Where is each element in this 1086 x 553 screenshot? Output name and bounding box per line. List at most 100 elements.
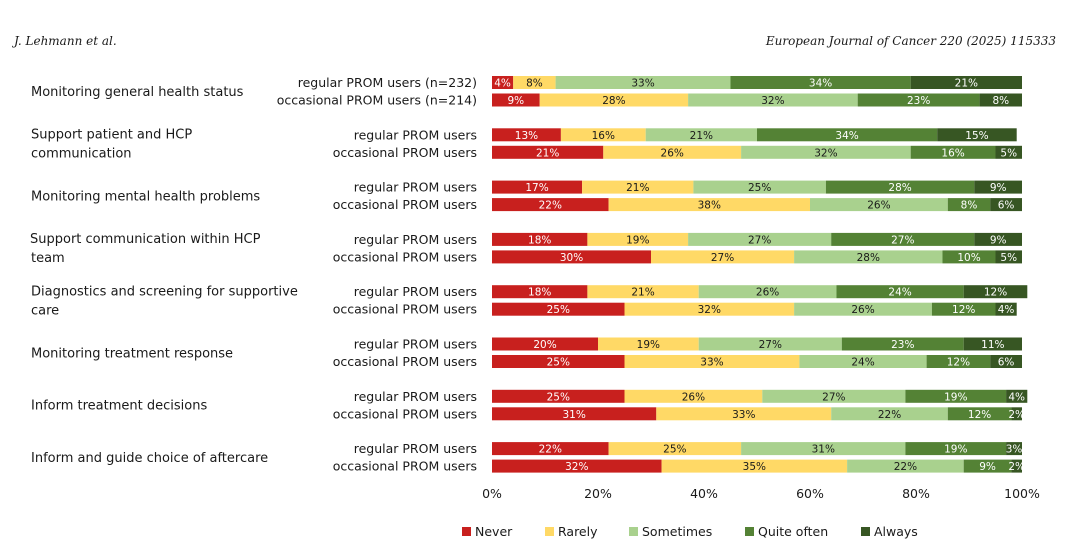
bar-segment <box>539 93 689 107</box>
group-label: occasional PROM users (n=214) <box>277 93 477 108</box>
bar-segment <box>492 180 583 194</box>
bar-segment <box>598 337 699 351</box>
data-label: 26% <box>851 304 874 316</box>
data-label: 32% <box>565 461 588 473</box>
bar-segment <box>492 355 625 368</box>
category-label: care <box>31 303 59 318</box>
data-label: 34% <box>835 130 858 142</box>
bar-segment <box>974 180 1022 194</box>
legend-swatch <box>745 527 754 536</box>
data-label: 17% <box>525 182 548 194</box>
data-label: 22% <box>539 444 562 456</box>
group-label: regular PROM users (n=232) <box>298 75 477 90</box>
bar-segment <box>492 285 588 299</box>
bar-segment <box>560 128 646 142</box>
bar-segment <box>963 337 1022 351</box>
data-label: 32% <box>761 95 784 107</box>
data-label: 26% <box>682 391 705 403</box>
bar-segment <box>1006 442 1022 456</box>
bar-segment <box>492 250 651 264</box>
bar-segment <box>492 407 657 421</box>
data-label: 8% <box>526 78 543 90</box>
group-label: occasional PROM users <box>333 145 477 160</box>
bar-segment <box>762 389 906 403</box>
bar-segment <box>995 145 1022 159</box>
data-label: 31% <box>562 409 585 421</box>
data-label: 27% <box>748 234 771 246</box>
data-label: 25% <box>663 444 686 456</box>
data-label: 16% <box>941 147 964 159</box>
bar-segment <box>831 407 948 421</box>
data-label: 28% <box>602 95 625 107</box>
bar-segment <box>582 180 694 194</box>
bar-segment <box>847 459 964 473</box>
header-journal: European Journal of Cancer 220 (2025) 11… <box>765 34 1056 48</box>
bar-segment <box>794 302 932 316</box>
x-tick-label: 20% <box>584 486 612 501</box>
bar-segment <box>688 232 832 246</box>
data-label: 12% <box>968 409 991 421</box>
bar-segment <box>492 389 625 403</box>
bar-segment <box>492 459 662 473</box>
data-label: 23% <box>907 95 930 107</box>
data-label: 13% <box>515 130 538 142</box>
data-label: 22% <box>539 200 562 212</box>
data-label: 25% <box>748 182 771 194</box>
data-label: 26% <box>756 287 779 299</box>
bar-segment <box>741 442 906 456</box>
data-label: 9% <box>979 461 996 473</box>
bar-segment <box>698 337 842 351</box>
data-label: 12% <box>984 287 1007 299</box>
bar-segment <box>492 442 609 456</box>
legend-label: Never <box>475 524 513 539</box>
bar-segment <box>492 128 561 142</box>
category-label: Support communication within HCP <box>30 232 261 247</box>
data-label: 21% <box>626 182 649 194</box>
bar-segment <box>624 389 763 403</box>
data-label: 26% <box>661 147 684 159</box>
data-label: 32% <box>698 304 721 316</box>
bar-segment <box>810 198 948 212</box>
bar-segment <box>931 302 996 316</box>
data-label: 2% <box>1008 409 1025 421</box>
category-label: Inform treatment decisions <box>31 399 207 414</box>
bar-segment <box>947 407 1012 421</box>
legend-label: Quite often <box>758 524 828 539</box>
bar-segment <box>1011 459 1022 473</box>
group-label: occasional PROM users <box>333 459 477 474</box>
bar-segment <box>492 93 540 107</box>
x-tick-label: 100% <box>1004 486 1040 501</box>
category-label: Inform and guide choice of aftercare <box>31 451 268 466</box>
bar-segment <box>492 145 604 159</box>
data-label: 28% <box>888 182 911 194</box>
data-label: 22% <box>894 461 917 473</box>
data-label: 11% <box>981 339 1004 351</box>
category-label: Monitoring treatment response <box>31 346 233 361</box>
category-label: Diagnostics and screening for supportive <box>31 284 298 299</box>
bar-segment <box>910 76 1022 89</box>
bar-segment <box>1006 389 1028 403</box>
data-label: 15% <box>965 130 988 142</box>
legend-swatch <box>629 527 638 536</box>
data-label: 31% <box>812 444 835 456</box>
bar-segment <box>947 198 991 212</box>
group-label: regular PROM users <box>354 180 477 195</box>
data-label: 9% <box>990 182 1007 194</box>
data-label: 19% <box>626 234 649 246</box>
data-label: 2% <box>1008 461 1025 473</box>
group-label: regular PROM users <box>354 441 477 456</box>
legend-label: Rarely <box>558 524 598 539</box>
group-label: regular PROM users <box>354 284 477 299</box>
bar-segment <box>841 337 964 351</box>
legend-swatch <box>861 527 870 536</box>
data-label: 33% <box>732 409 755 421</box>
data-label: 23% <box>891 339 914 351</box>
data-label: 12% <box>952 304 975 316</box>
data-label: 6% <box>998 200 1015 212</box>
bar-segment <box>492 337 598 351</box>
data-label: 4% <box>494 78 511 90</box>
data-label: 21% <box>955 78 978 90</box>
legend-swatch <box>462 527 471 536</box>
bar-segment <box>942 250 996 264</box>
